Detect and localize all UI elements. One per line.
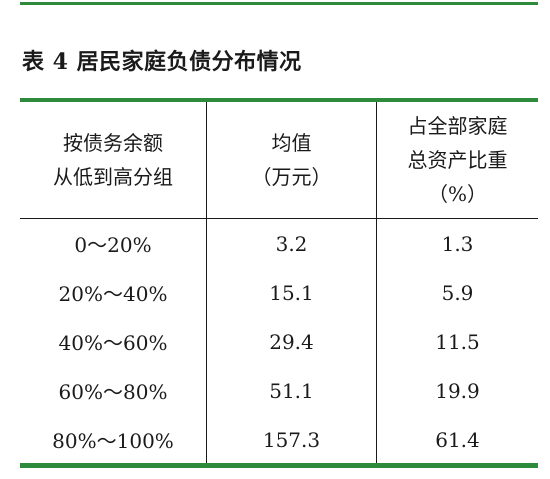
table-row-group-cell: 20%～40%	[58, 282, 168, 306]
table-top-rule	[20, 98, 538, 102]
table-row-mean-cell: 157.3	[262, 427, 321, 452]
table-bottom-rule	[20, 463, 538, 468]
header-share-line-2: 总资产比重	[407, 148, 508, 172]
table-row-group-cell: 80%～100%	[52, 429, 174, 453]
header-share: 占全部家庭 总资产比重 （%）	[377, 102, 538, 218]
table-row-share-cell: 5.9	[441, 280, 474, 305]
header-share-line-1: 占全部家庭	[407, 114, 508, 138]
table-row-share-cell: 61.4	[435, 427, 480, 452]
table-title: 表 4 居民家庭负债分布情况	[22, 49, 302, 75]
header-group-line-1: 按债务余额	[63, 131, 163, 155]
header-divider	[20, 218, 538, 219]
table-row-mean-cell: 3.2	[275, 231, 308, 256]
header-share-line-3: （%）	[427, 182, 487, 206]
table-row-mean-cell: 51.1	[269, 378, 314, 403]
table-row-group-cell: 60%～80%	[58, 380, 168, 404]
header-mean: 均值 （万元）	[207, 102, 376, 218]
header-group: 按债务余额 从低到高分组	[20, 102, 206, 218]
header-mean-line-1: 均值	[271, 131, 312, 155]
header-mean-line-2: （万元）	[251, 165, 332, 189]
column-divider-1	[206, 102, 207, 463]
table-row-share-cell: 1.3	[441, 231, 474, 256]
table-row-share-cell: 19.9	[435, 378, 480, 403]
table-row-mean-cell: 29.4	[269, 329, 314, 354]
table-row-group-cell: 0～20%	[74, 233, 152, 257]
table-row-share-cell: 11.5	[435, 329, 480, 354]
column-divider-2	[376, 102, 377, 463]
header-group-line-2: 从低到高分组	[53, 165, 173, 189]
table-row-group-cell: 40%～60%	[58, 331, 168, 355]
table-row-mean-cell: 15.1	[269, 280, 314, 305]
top-border-rule	[20, 2, 538, 5]
